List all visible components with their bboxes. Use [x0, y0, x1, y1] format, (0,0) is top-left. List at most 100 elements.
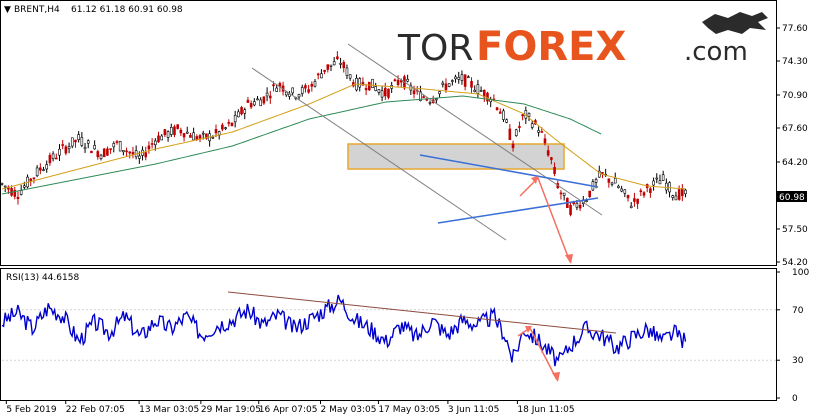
x-tick-label: 5 Feb 2019 [6, 405, 57, 415]
candle-body [262, 96, 266, 104]
price-arrowhead-up [531, 176, 538, 184]
candle-body [144, 152, 148, 158]
channel-line-upper [347, 43, 603, 216]
candle-body [173, 126, 176, 135]
candle-body [575, 202, 579, 208]
candle-body [83, 146, 87, 150]
candle-body [32, 177, 36, 180]
last-price-badge [777, 191, 807, 202]
candle-body [77, 134, 80, 140]
candle-body [364, 88, 368, 91]
candle-body [48, 154, 52, 164]
candle-body [249, 103, 253, 108]
candle-body [179, 129, 183, 134]
candle-body [176, 124, 179, 129]
rsi-label: RSI(13) 44.6158 [6, 273, 79, 283]
candle-body [214, 128, 218, 134]
candle-body [61, 144, 64, 146]
candle-body [473, 89, 477, 92]
x-tick-label: 3 Jun 11:05 [448, 405, 499, 415]
candle-body [320, 73, 323, 79]
y-axis: 77.60 74.30 70.90 67.60 64.20 57.50 54.20 [776, 24, 808, 268]
candle-body [681, 188, 684, 197]
candle-body [230, 122, 234, 126]
candle-body [380, 90, 384, 98]
price-forecast-arrow [519, 176, 571, 263]
candle-body [272, 84, 275, 87]
candle-body [348, 74, 352, 79]
candle-body [511, 143, 515, 149]
y-tick-label: 70.90 [782, 91, 808, 101]
candle-body [371, 78, 374, 88]
candle-body [256, 98, 259, 101]
candle-body [0, 182, 4, 185]
candle-body [96, 151, 100, 158]
candle-body [23, 185, 26, 188]
candle-body [102, 148, 106, 158]
candle-body [438, 91, 441, 95]
candle-body [326, 64, 330, 70]
candle-body [684, 189, 687, 195]
candle-body [396, 79, 400, 85]
wedge-line-upper [419, 154, 599, 188]
candle-body [655, 177, 659, 180]
candle-body [633, 198, 636, 202]
candle-body [154, 140, 157, 146]
candle-body [125, 150, 128, 153]
candle-body [240, 107, 243, 115]
resistance-zone [347, 143, 565, 170]
candle-body [601, 172, 604, 174]
wedge-line-lower [437, 197, 599, 224]
y-tick-label: 77.60 [782, 24, 808, 34]
candle-body [80, 137, 84, 146]
y-tick-label: 74.30 [782, 57, 808, 67]
candle-body [310, 83, 314, 87]
candle-body [527, 113, 531, 117]
candle-body [518, 126, 521, 128]
candle-body [118, 141, 122, 152]
candle-body [383, 87, 387, 97]
candle-body [447, 83, 451, 87]
y-tick-label: 67.60 [782, 124, 808, 134]
x-tick-label: 2 May 03:05 [321, 405, 377, 415]
candle-body [479, 90, 483, 92]
y-tick-label: 54.20 [782, 258, 808, 268]
symbol-label: BRENT,H4 [14, 5, 60, 15]
candle-body [671, 195, 675, 198]
candle-body [243, 109, 247, 114]
logo-main: FOREX [476, 24, 626, 70]
candle-body [428, 102, 432, 104]
candle-body [195, 136, 199, 140]
candle-body [530, 123, 534, 128]
logo-suffix: .com [684, 37, 748, 67]
bull-icon [702, 12, 768, 34]
candle-body [495, 107, 499, 110]
candle-body [406, 79, 409, 82]
candle-body [253, 101, 256, 106]
candle-body [578, 204, 582, 209]
candle-body [90, 150, 93, 154]
candle-body [185, 131, 189, 134]
candle-body [268, 95, 272, 99]
candle-body [674, 195, 678, 201]
candle-body [284, 91, 288, 96]
candle-body [259, 99, 263, 107]
candle-body [237, 111, 240, 118]
candle-body [502, 110, 505, 120]
candle-body [562, 192, 566, 196]
candle-body [3, 185, 7, 188]
rsi-line [1, 294, 687, 367]
candle-body [39, 167, 42, 171]
candle-body [642, 192, 646, 196]
candle-body [514, 129, 518, 136]
x-tick-label: 17 May 03:05 [378, 405, 440, 415]
candle-body [128, 151, 132, 154]
candle-body [508, 128, 512, 140]
y-tick-label: 64.20 [782, 158, 808, 168]
candle-body [300, 87, 304, 94]
rsi-arrowhead-down [552, 372, 560, 382]
rsi-tick-label: 30 [792, 356, 804, 366]
symbol-down-arrow-icon: ▼ [4, 5, 11, 15]
candle-body [233, 115, 237, 123]
